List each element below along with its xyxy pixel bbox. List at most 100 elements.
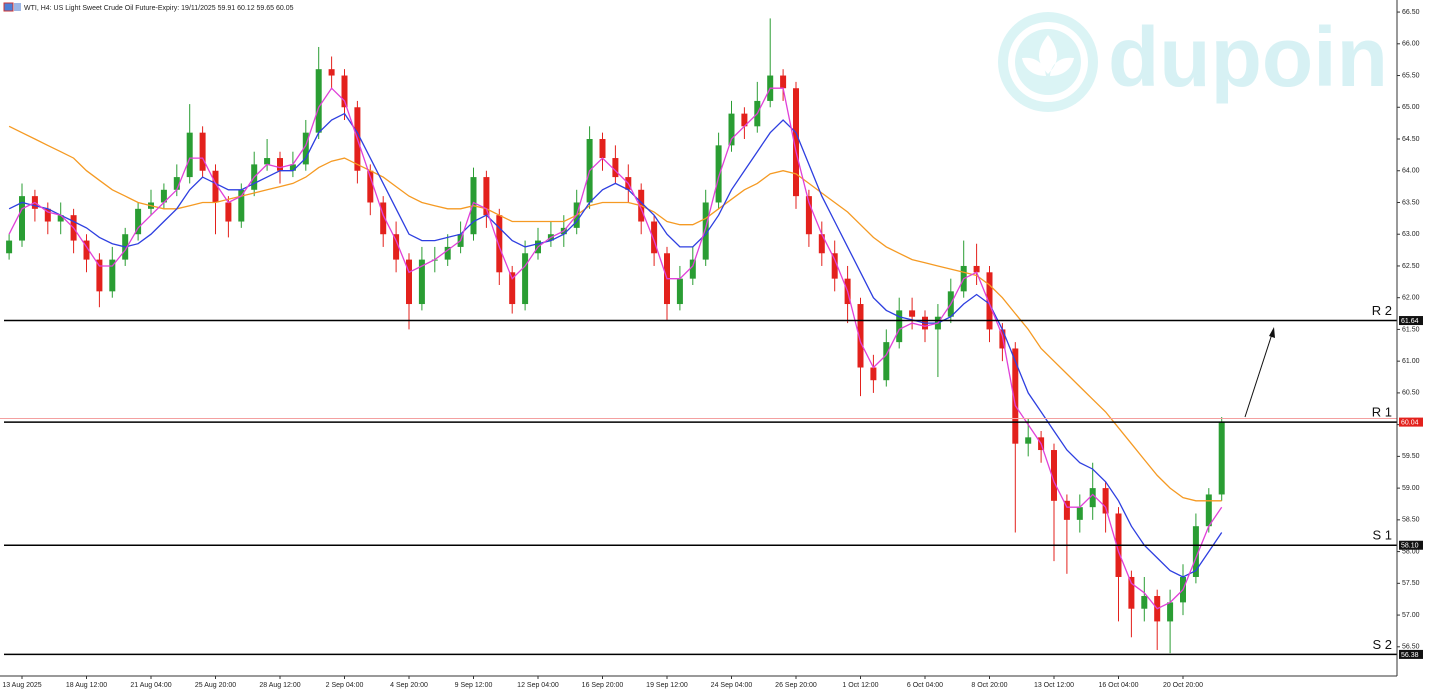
y-tick-label: 65.00	[1402, 104, 1420, 111]
candle-body	[6, 240, 13, 254]
level-price-tag	[1399, 649, 1423, 659]
watermark: dupoin	[998, 10, 1388, 112]
candle-body	[328, 69, 335, 76]
x-tick-label: 21 Aug 04:00	[130, 682, 171, 689]
x-tick-label: 26 Sep 20:00	[775, 682, 817, 689]
symbol-icon-2	[14, 3, 21, 11]
symbol-icon	[3, 2, 14, 12]
candle-body	[509, 272, 516, 305]
x-tick-label: 28 Aug 12:00	[259, 682, 300, 689]
level-price-label: 58.10	[1401, 543, 1419, 550]
watermark-lotus	[1022, 35, 1074, 76]
candle-body	[780, 75, 787, 89]
candle-body	[212, 170, 219, 203]
candle-body	[1102, 488, 1109, 514]
candle-body	[1051, 450, 1057, 501]
candle-body	[702, 202, 709, 260]
x-tick-label: 1 Oct 12:00	[842, 682, 878, 689]
y-tick-label: 63.50	[1402, 199, 1420, 206]
y-tick-label: 62.50	[1402, 263, 1420, 270]
candle-body	[406, 259, 412, 305]
candle-body	[160, 189, 167, 203]
x-tick-label: 24 Sep 04:00	[711, 682, 753, 689]
candle-body	[302, 132, 309, 165]
candle-body	[818, 234, 825, 254]
candle-body	[651, 221, 658, 254]
y-tick-label: 60.50	[1402, 390, 1420, 397]
candle-body	[135, 208, 142, 235]
level-name: R 1	[1372, 405, 1392, 420]
level-name: R 2	[1372, 303, 1392, 318]
price-axis-panel	[1397, 0, 1431, 693]
level-price-tag	[1399, 417, 1423, 427]
candle-body	[277, 158, 283, 171]
candle-body	[199, 132, 206, 171]
candle-body	[793, 88, 799, 197]
arrow	[1244, 327, 1275, 418]
candle-body	[1205, 494, 1212, 527]
candle-body	[483, 177, 490, 216]
candle-body	[225, 202, 232, 222]
candle-body	[341, 75, 348, 108]
candle-body	[380, 202, 387, 235]
candle-body	[1076, 507, 1083, 520]
candle-body	[96, 259, 103, 292]
x-tick-label: 20 Oct 20:00	[1163, 682, 1203, 689]
moving-average	[8, 87, 1223, 610]
candle-body	[883, 342, 890, 381]
y-tick-label: 64.00	[1402, 168, 1420, 175]
y-tick-label: 62.00	[1402, 295, 1420, 302]
level-price-label: 60.04	[1401, 419, 1419, 426]
y-tick-label: 58.00	[1402, 548, 1420, 555]
level-price-tag	[1399, 316, 1423, 326]
candle-body	[728, 113, 735, 146]
candle-body	[1128, 576, 1135, 609]
x-tick-label: 2 Sep 04:00	[326, 682, 364, 689]
x-tick-label: 13 Oct 12:00	[1034, 682, 1074, 689]
candle-body	[418, 259, 425, 305]
x-tick-label: 13 Aug 2025	[2, 682, 41, 689]
moving-average	[8, 112, 1223, 578]
candle-body	[805, 196, 812, 235]
candle-body	[1218, 421, 1225, 495]
y-tick-label: 66.50	[1402, 9, 1420, 16]
candle-body	[57, 215, 64, 222]
level-price-tag	[1399, 540, 1423, 550]
x-tick-label: 25 Aug 20:00	[195, 682, 236, 689]
y-tick-label: 56.50	[1402, 644, 1420, 651]
candle-body	[444, 246, 451, 260]
y-tick-label: 58.50	[1402, 517, 1420, 524]
candle-body	[289, 164, 296, 171]
x-tick-label: 6 Oct 04:00	[907, 682, 943, 689]
candle-body	[264, 158, 271, 165]
candle-body	[1025, 437, 1032, 444]
candle-body	[741, 113, 748, 127]
x-tick-label: 12 Sep 04:00	[517, 682, 559, 689]
x-tick-label: 18 Aug 12:00	[66, 682, 107, 689]
x-tick-label: 19 Sep 12:00	[646, 682, 688, 689]
y-tick-label: 59.50	[1402, 453, 1420, 460]
plot: R 2 R 1 S 1 S 2	[0, 18, 1397, 656]
candle-body	[44, 208, 51, 222]
candle-body	[973, 265, 980, 273]
level-name: S 1	[1372, 528, 1392, 543]
candle-body	[315, 69, 322, 133]
candle-body	[689, 259, 696, 279]
header: WTI, H4: US Light Sweet Crude Oil Future…	[24, 5, 294, 12]
level-price-label: 61.64	[1401, 318, 1419, 325]
x-tick-label: 8 Oct 20:00	[971, 682, 1007, 689]
y-tick-label: 61.50	[1402, 326, 1420, 333]
candle-body	[857, 304, 864, 368]
candle-body	[612, 158, 619, 178]
x-tick-label: 16 Sep 20:00	[582, 682, 624, 689]
candle-body	[831, 253, 838, 279]
moving-average	[8, 125, 1222, 502]
candle-body	[367, 170, 374, 203]
candle-body	[238, 189, 245, 222]
level-name: S 2	[1372, 637, 1392, 652]
level-price-label: 56.38	[1401, 652, 1419, 659]
candle-body	[173, 177, 180, 190]
